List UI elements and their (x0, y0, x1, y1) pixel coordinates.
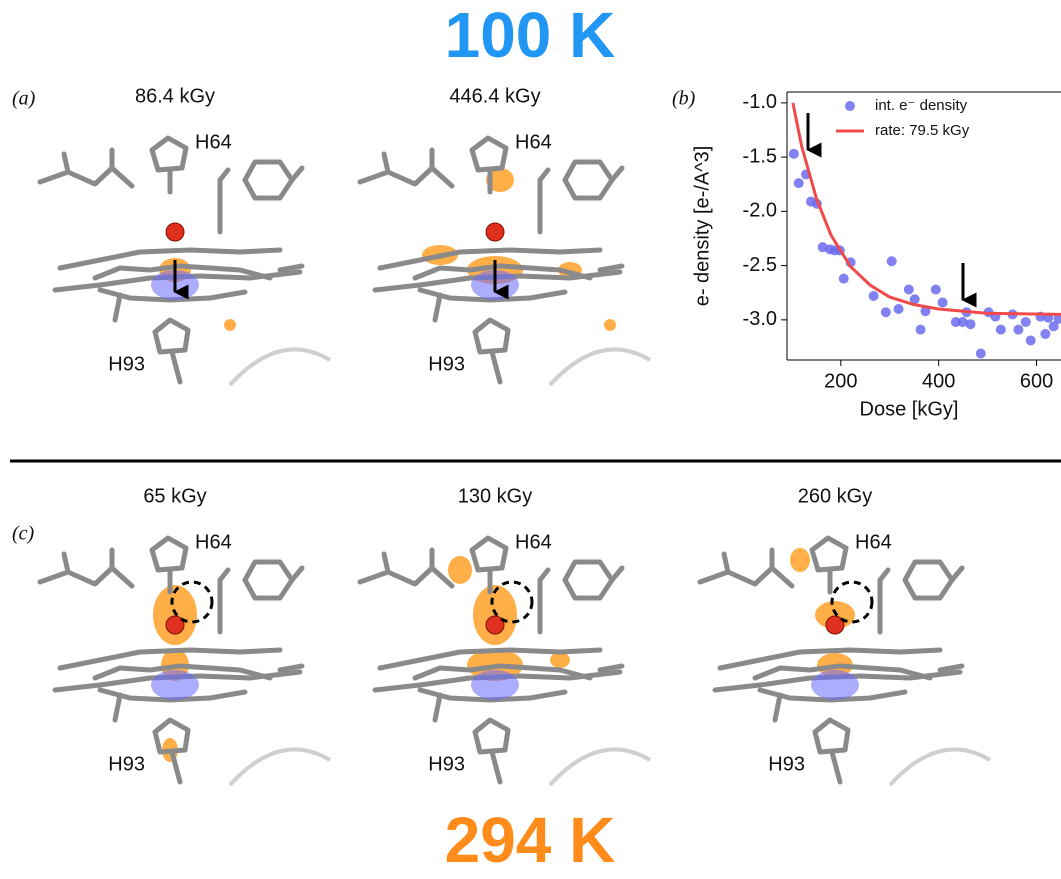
panel-label: (c) (12, 523, 35, 545)
x-axis-title: Dose [kGy] (860, 398, 959, 420)
data-point (789, 149, 799, 159)
residue-label: H64 (195, 131, 232, 153)
x-tick-label: 400 (922, 370, 955, 392)
top-title: 100 K (445, 0, 616, 71)
data-point (794, 178, 804, 188)
residue-label: H93 (108, 753, 145, 775)
data-point (1013, 325, 1023, 335)
data-point (881, 307, 891, 317)
y-axis-title: e- density [e-/A^3] (691, 146, 713, 307)
structure-view: 130 kGy H64 H93 (360, 485, 650, 785)
chart: -1.0 -1.5 -2.0 -2.5 -3.0 200 400 600 Dose [kGy] e… (691, 91, 1061, 420)
data-point (904, 284, 914, 294)
residue-label: H93 (428, 753, 465, 775)
residue-label: H93 (108, 353, 145, 375)
y-tick-label: -2.5 (743, 254, 777, 276)
water-sphere (166, 223, 184, 241)
residue-label: H64 (855, 531, 892, 553)
dose-label: 446.4 kGy (449, 85, 540, 107)
bottom-title: 294 K (445, 804, 616, 876)
data-point (839, 274, 849, 284)
residue-label: H64 (515, 531, 552, 553)
structure-view: 260 kGy H64 H93 (700, 485, 990, 785)
legend-swatch (845, 101, 855, 111)
y-tick-label: -1.0 (743, 91, 777, 113)
x-tick-label: 200 (824, 370, 857, 392)
density-blob (224, 319, 236, 331)
dose-label: 130 kGy (458, 485, 532, 507)
structure-view: 446.4 kGy H64 H93 (360, 85, 650, 385)
structure-view: 65 kGy H64 H93 (40, 485, 330, 785)
panel-label: (b) (672, 88, 696, 110)
density-blob (448, 556, 472, 584)
data-point (1040, 329, 1050, 339)
panel-label: (a) (12, 88, 36, 110)
data-point (965, 319, 975, 329)
residue-label: H93 (428, 353, 465, 375)
y-tick-label: -3.0 (743, 308, 777, 330)
figure: 100 K 294 K (a) (b) (c) 86.4 kGyH64H9344… (0, 0, 1061, 879)
data-point (938, 297, 948, 307)
data-point (887, 256, 897, 266)
legend-label: rate: 79.5 kGy (875, 122, 970, 139)
data-point (976, 348, 986, 358)
residue-label: H64 (515, 131, 552, 153)
dose-label: 260 kGy (798, 485, 872, 507)
data-point (1026, 335, 1036, 345)
data-point (996, 325, 1006, 335)
residue-label: H93 (768, 753, 805, 775)
data-point (894, 304, 904, 314)
x-tick-label: 600 (1020, 370, 1053, 392)
dose-label: 65 kGy (143, 485, 206, 507)
legend-label: int. e⁻ density (875, 97, 968, 114)
data-point (869, 291, 879, 301)
y-tick-label: -2.0 (743, 200, 777, 222)
dose-label: 86.4 kGy (135, 85, 215, 107)
views: 86.4 kGy H64 H93 446.4 kGy H64 H93 65 kGy H64 H9… (40, 85, 990, 785)
structure-view: 86.4 kGy H64 H93 (40, 85, 330, 385)
density-blob (790, 548, 810, 572)
data-point (916, 325, 926, 335)
water-sphere (486, 223, 504, 241)
residue-label: H64 (195, 531, 232, 553)
y-tick-label: -1.5 (743, 145, 777, 167)
data-point (1021, 317, 1031, 327)
density-blob (604, 319, 616, 331)
data-point (931, 284, 941, 294)
